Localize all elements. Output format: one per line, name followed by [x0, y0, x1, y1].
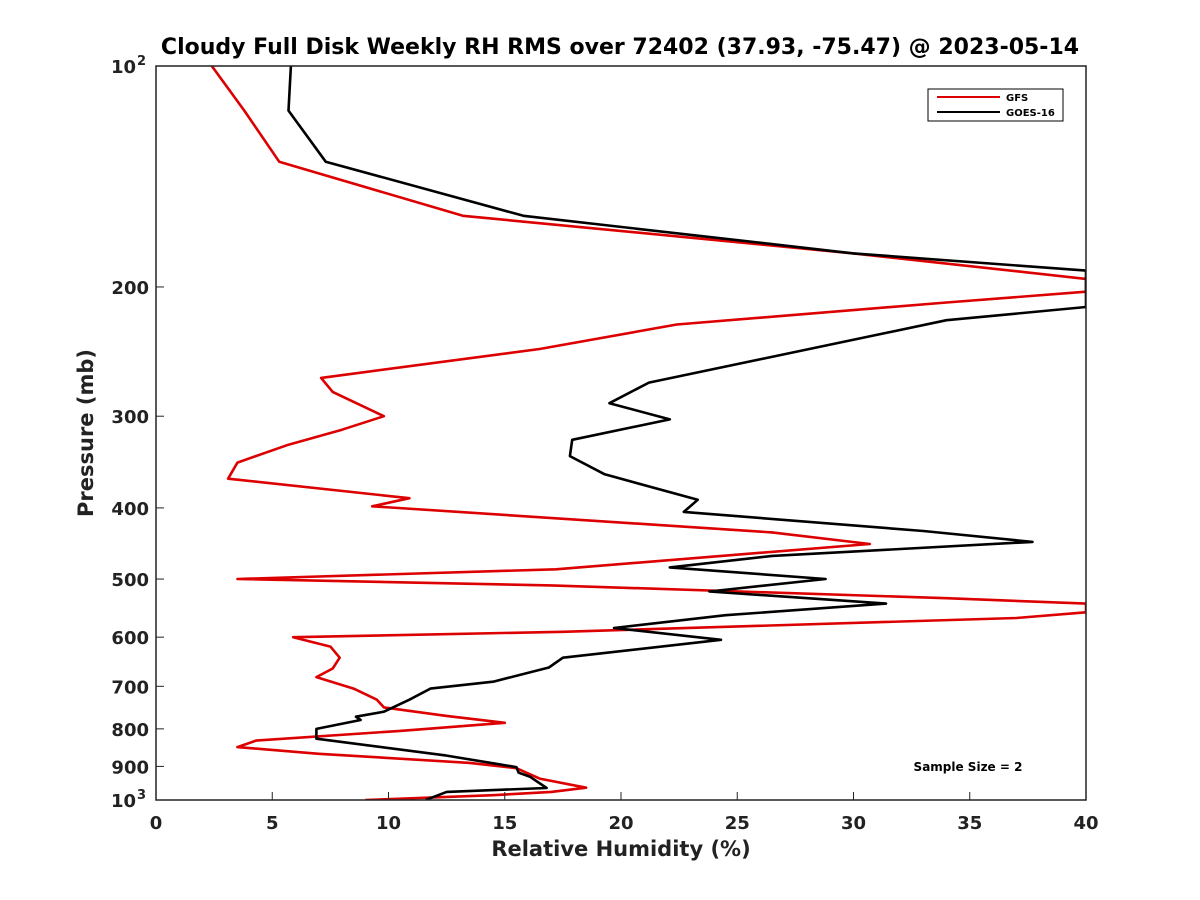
y-tick-label: 10 [111, 57, 136, 78]
y-tick-label: 200 [111, 278, 149, 299]
x-tick-label: 30 [841, 813, 866, 834]
x-tick-label: 20 [608, 813, 633, 834]
series-line-goes16 [287, 66, 1086, 800]
x-tick-label: 10 [376, 813, 401, 834]
x-axis-ticks: 0 5 10 15 20 25 30 35 40 [150, 792, 1099, 834]
y-tick-label: 500 [111, 570, 149, 591]
x-tick-label: 25 [725, 813, 750, 834]
y-tick-label: 600 [111, 628, 149, 649]
y-tick-label: 700 [111, 677, 149, 698]
x-axis-label: Relative Humidity (%) [491, 837, 750, 861]
y-axis-label: Pressure (mb) [74, 349, 98, 517]
series-line-gfs [210, 66, 1086, 800]
y-tick-label: 900 [111, 757, 149, 778]
legend-box [927, 88, 1064, 122]
x-tick-label: 40 [1073, 813, 1098, 834]
y-tick-label: 10 [111, 791, 136, 812]
legend-label-goes16: GOES-16 [1006, 108, 1055, 119]
chart-title: Cloudy Full Disk Weekly RH RMS over 7240… [161, 35, 1079, 60]
x-tick-label: 35 [957, 813, 982, 834]
series-layer [210, 66, 1086, 800]
y-tick-exponent: 2 [137, 54, 146, 69]
y-tick-label: 400 [111, 499, 149, 520]
y-tick-exponent: 3 [137, 788, 146, 803]
x-tick-label: 15 [492, 813, 517, 834]
y-tick-label: 300 [111, 407, 149, 428]
legend-label-gfs: GFS [1006, 93, 1028, 104]
plot-frame [155, 65, 1087, 801]
x-tick-label: 0 [150, 813, 163, 834]
legend: GFS GOES-16 [927, 88, 1064, 122]
sample-size-annotation: Sample Size = 2 [914, 760, 1023, 774]
x-tick-label: 5 [266, 813, 279, 834]
y-tick-label: 800 [111, 720, 149, 741]
